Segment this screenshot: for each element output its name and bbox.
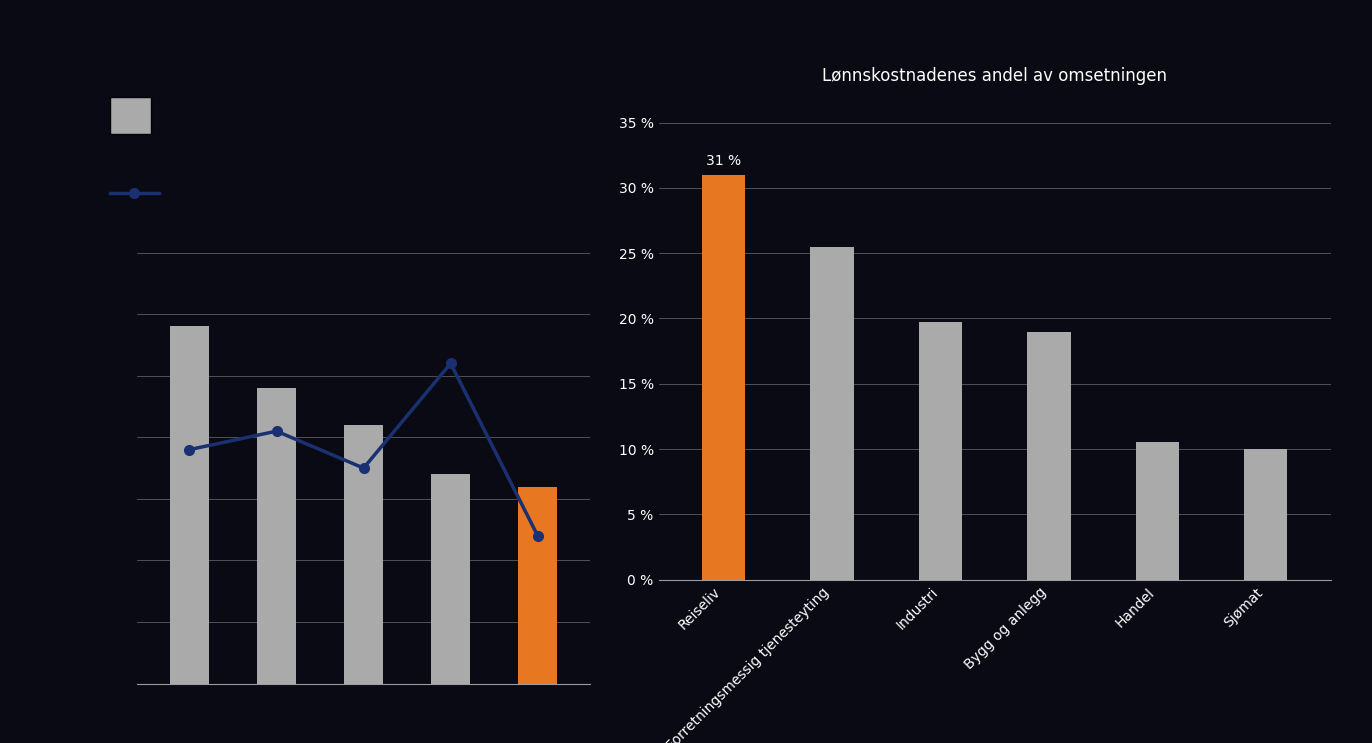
Bar <box>344 425 383 684</box>
Text: 31 %: 31 % <box>707 155 741 169</box>
Bar <box>1244 449 1287 580</box>
Bar <box>170 326 209 684</box>
FancyBboxPatch shape <box>110 97 151 134</box>
Bar <box>519 487 557 684</box>
Bar <box>702 175 745 580</box>
Bar <box>1136 443 1179 580</box>
Bar <box>919 322 962 580</box>
Bar <box>431 474 471 684</box>
Bar <box>1028 331 1070 580</box>
Bar <box>257 388 296 684</box>
Text: Lønnskostnadenes andel av omsetningen: Lønnskostnadenes andel av omsetningen <box>822 67 1168 85</box>
Bar <box>811 247 853 580</box>
